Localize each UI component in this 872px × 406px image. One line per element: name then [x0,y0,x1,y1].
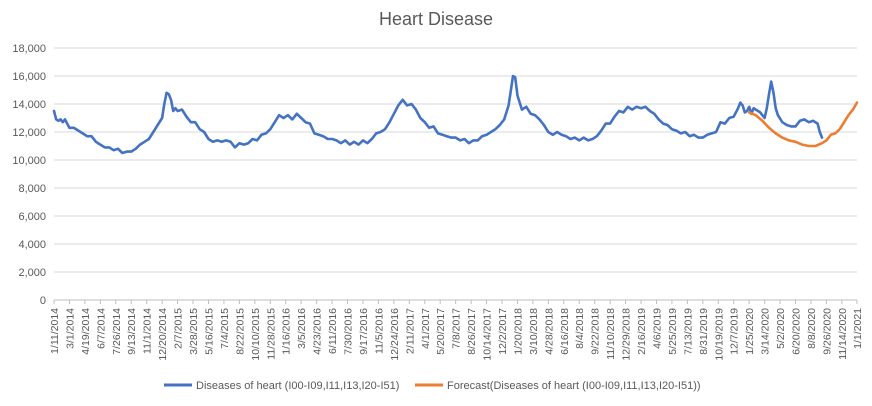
x-tick-label: 11/28/2015 [265,308,277,360]
x-tick-label: 5/2/2020 [775,308,787,349]
y-tick-label: 8,000 [18,183,46,195]
x-tick-label: 12/7/2019 [729,308,741,355]
y-tick-label: 16,000 [12,71,46,83]
x-tick-label: 4/28/2018 [543,308,555,355]
y-tick-label: 14,000 [12,99,46,111]
x-tick-label: 11/10/2018 [605,308,617,360]
x-tick-label: 9/22/2018 [590,308,602,355]
x-tick-label: 2/11/2017 [404,308,416,354]
x-tick-label: 3/14/2020 [760,308,772,355]
x-tick-label: 6/11/2016 [327,308,339,354]
x-tick-label: 4/6/2019 [651,308,663,349]
x-tick-label: 3/1/2014 [64,308,76,349]
x-tick-label: 12/29/2018 [621,308,633,361]
x-tick-label: 6/7/2014 [95,308,107,349]
chart-title: Heart Disease [378,9,494,29]
x-tick-label: 4/1/2017 [420,308,432,349]
x-tick-label: 2/7/2015 [173,308,185,349]
x-tick-label: 7/4/2015 [219,308,231,349]
x-tick-label: 8/31/2019 [698,308,710,355]
x-tick-label: 11/5/2016 [373,308,385,354]
y-tick-label: 10,000 [12,155,46,167]
x-tick-label: 1/25/2020 [744,308,756,355]
x-tick-label: 10/14/2017 [482,308,494,361]
x-tick-label: 1/16/2016 [281,308,293,355]
x-tick-label: 11/1/2014 [142,308,154,354]
gridlines [54,47,857,301]
x-tick-label: 9/17/2016 [358,308,370,355]
x-tick-label: 5/20/2017 [435,308,447,355]
y-tick-label: 18,000 [12,43,46,55]
y-tick-label: 0 [40,295,46,307]
x-tick-label: 1/11/2014 [49,308,61,354]
x-tick-label: 7/13/2019 [682,308,694,355]
x-tick-label: 3/28/2015 [188,308,200,355]
y-tick-label: 4,000 [18,239,46,251]
legend-label: Diseases of heart (I00-I09,I11,I13,I20-I… [196,380,399,392]
legend: Diseases of heart (I00-I09,I11,I13,I20-I… [164,380,701,392]
y-tick-label: 2,000 [18,267,46,279]
x-tick-label: 12/24/2016 [389,308,401,361]
x-tick-label: 8/8/2020 [806,308,818,349]
x-tick-label: 4/19/2014 [80,308,92,355]
x-tick-label: 9/26/2020 [821,308,833,355]
x-tick-label: 6/16/2018 [559,308,571,355]
y-axis-ticks: 0 2,000 4,000 6,000 8,000 10,000 12,000 14,000 1… [12,43,46,307]
y-tick-label: 6,000 [18,211,46,223]
x-tick-label: 1/20/2018 [512,308,524,355]
x-tick-label: 3/10/2018 [528,308,540,355]
x-tick-label: 7/26/2014 [111,308,123,355]
legend-label: Forecast(Diseases of heart (I00-I09,I11,… [447,380,701,392]
series-line-0 [52,74,824,155]
x-tick-label: 7/8/2017 [451,308,463,349]
x-tick-label: 12/20/2014 [157,308,169,361]
x-tick-label: 5/25/2019 [667,308,679,355]
x-axis-ticks: 1/11/2014 3/1/2014 4/19/2014 6/7/2014 7/26/2… [49,300,864,361]
x-tick-label: 10/19/2019 [713,308,725,361]
x-tick-label: 3/5/2016 [296,308,308,349]
series-line-1 [747,101,859,148]
x-tick-label: 7/30/2016 [343,308,355,355]
series-lines [52,74,859,155]
x-tick-label: 8/4/2018 [574,308,586,349]
x-tick-label: 12/2/2017 [497,308,509,355]
x-tick-label: 1/1/2021 [852,308,864,349]
x-tick-label: 5/16/2015 [203,308,215,355]
x-tick-label: 2/16/2019 [636,308,648,355]
x-tick-label: 8/22/2015 [234,308,246,355]
x-tick-label: 9/13/2014 [126,308,138,355]
x-tick-label: 11/14/2020 [837,308,849,360]
x-tick-label: 4/23/2016 [312,308,324,355]
x-tick-label: 6/20/2020 [791,308,803,355]
x-tick-label: 8/26/2017 [466,308,478,355]
x-tick-label: 10/10/2015 [250,308,262,361]
y-tick-label: 12,000 [12,127,46,139]
